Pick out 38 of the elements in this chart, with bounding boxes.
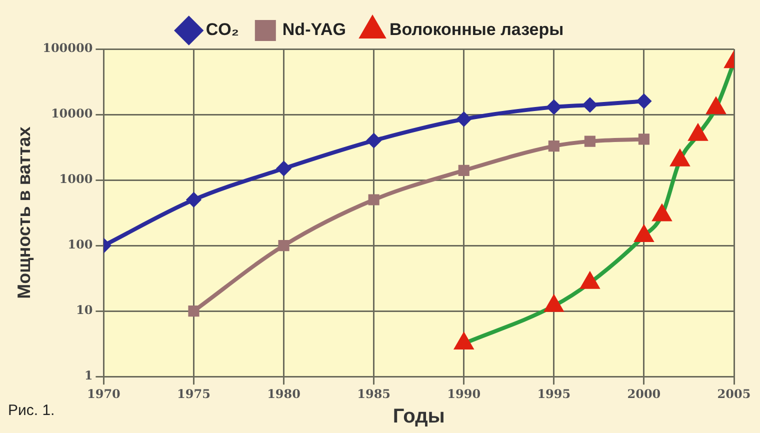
y-axis-title: Мощность в ваттах: [14, 126, 34, 299]
point: [638, 134, 650, 145]
x-tick-label: 1970: [86, 386, 120, 401]
point: [582, 98, 597, 112]
point: [544, 296, 563, 312]
point: [456, 112, 471, 126]
point: [366, 134, 381, 148]
point: [548, 140, 560, 152]
x-axis-title: Годы: [392, 406, 445, 428]
y-tick-label: 100: [68, 238, 93, 252]
point: [276, 162, 291, 176]
x-tick-label: 1975: [177, 386, 210, 401]
point: [581, 272, 599, 289]
point: [636, 94, 651, 108]
point: [653, 205, 671, 222]
x-tick-label: 1990: [447, 386, 481, 401]
y-tick-label: 100000: [42, 41, 93, 56]
y-tick-label: 1000: [59, 172, 93, 186]
x-tick-label: 1985: [357, 386, 391, 401]
y-tick-label: 10: [76, 303, 93, 318]
legend-label: CO₂: [206, 20, 239, 40]
point: [635, 226, 653, 242]
y-tick-label: 1: [84, 368, 93, 383]
point: [546, 100, 561, 114]
point: [584, 136, 596, 147]
point: [186, 192, 201, 207]
point: [278, 240, 290, 252]
point: [454, 334, 473, 350]
x-tick-label: 1980: [267, 386, 300, 401]
text: Рис. 1.: [8, 402, 55, 419]
point: [458, 164, 470, 176]
y-tick-label: 10000: [50, 106, 93, 121]
legend-label: Nd-YAG: [282, 20, 346, 40]
x-tick-label: 2005: [717, 386, 751, 401]
point: [368, 194, 380, 206]
x-tick-label: 1995: [537, 386, 571, 401]
legend-label: Волоконные лазеры: [390, 20, 564, 40]
x-tick-label: 2000: [627, 386, 661, 401]
